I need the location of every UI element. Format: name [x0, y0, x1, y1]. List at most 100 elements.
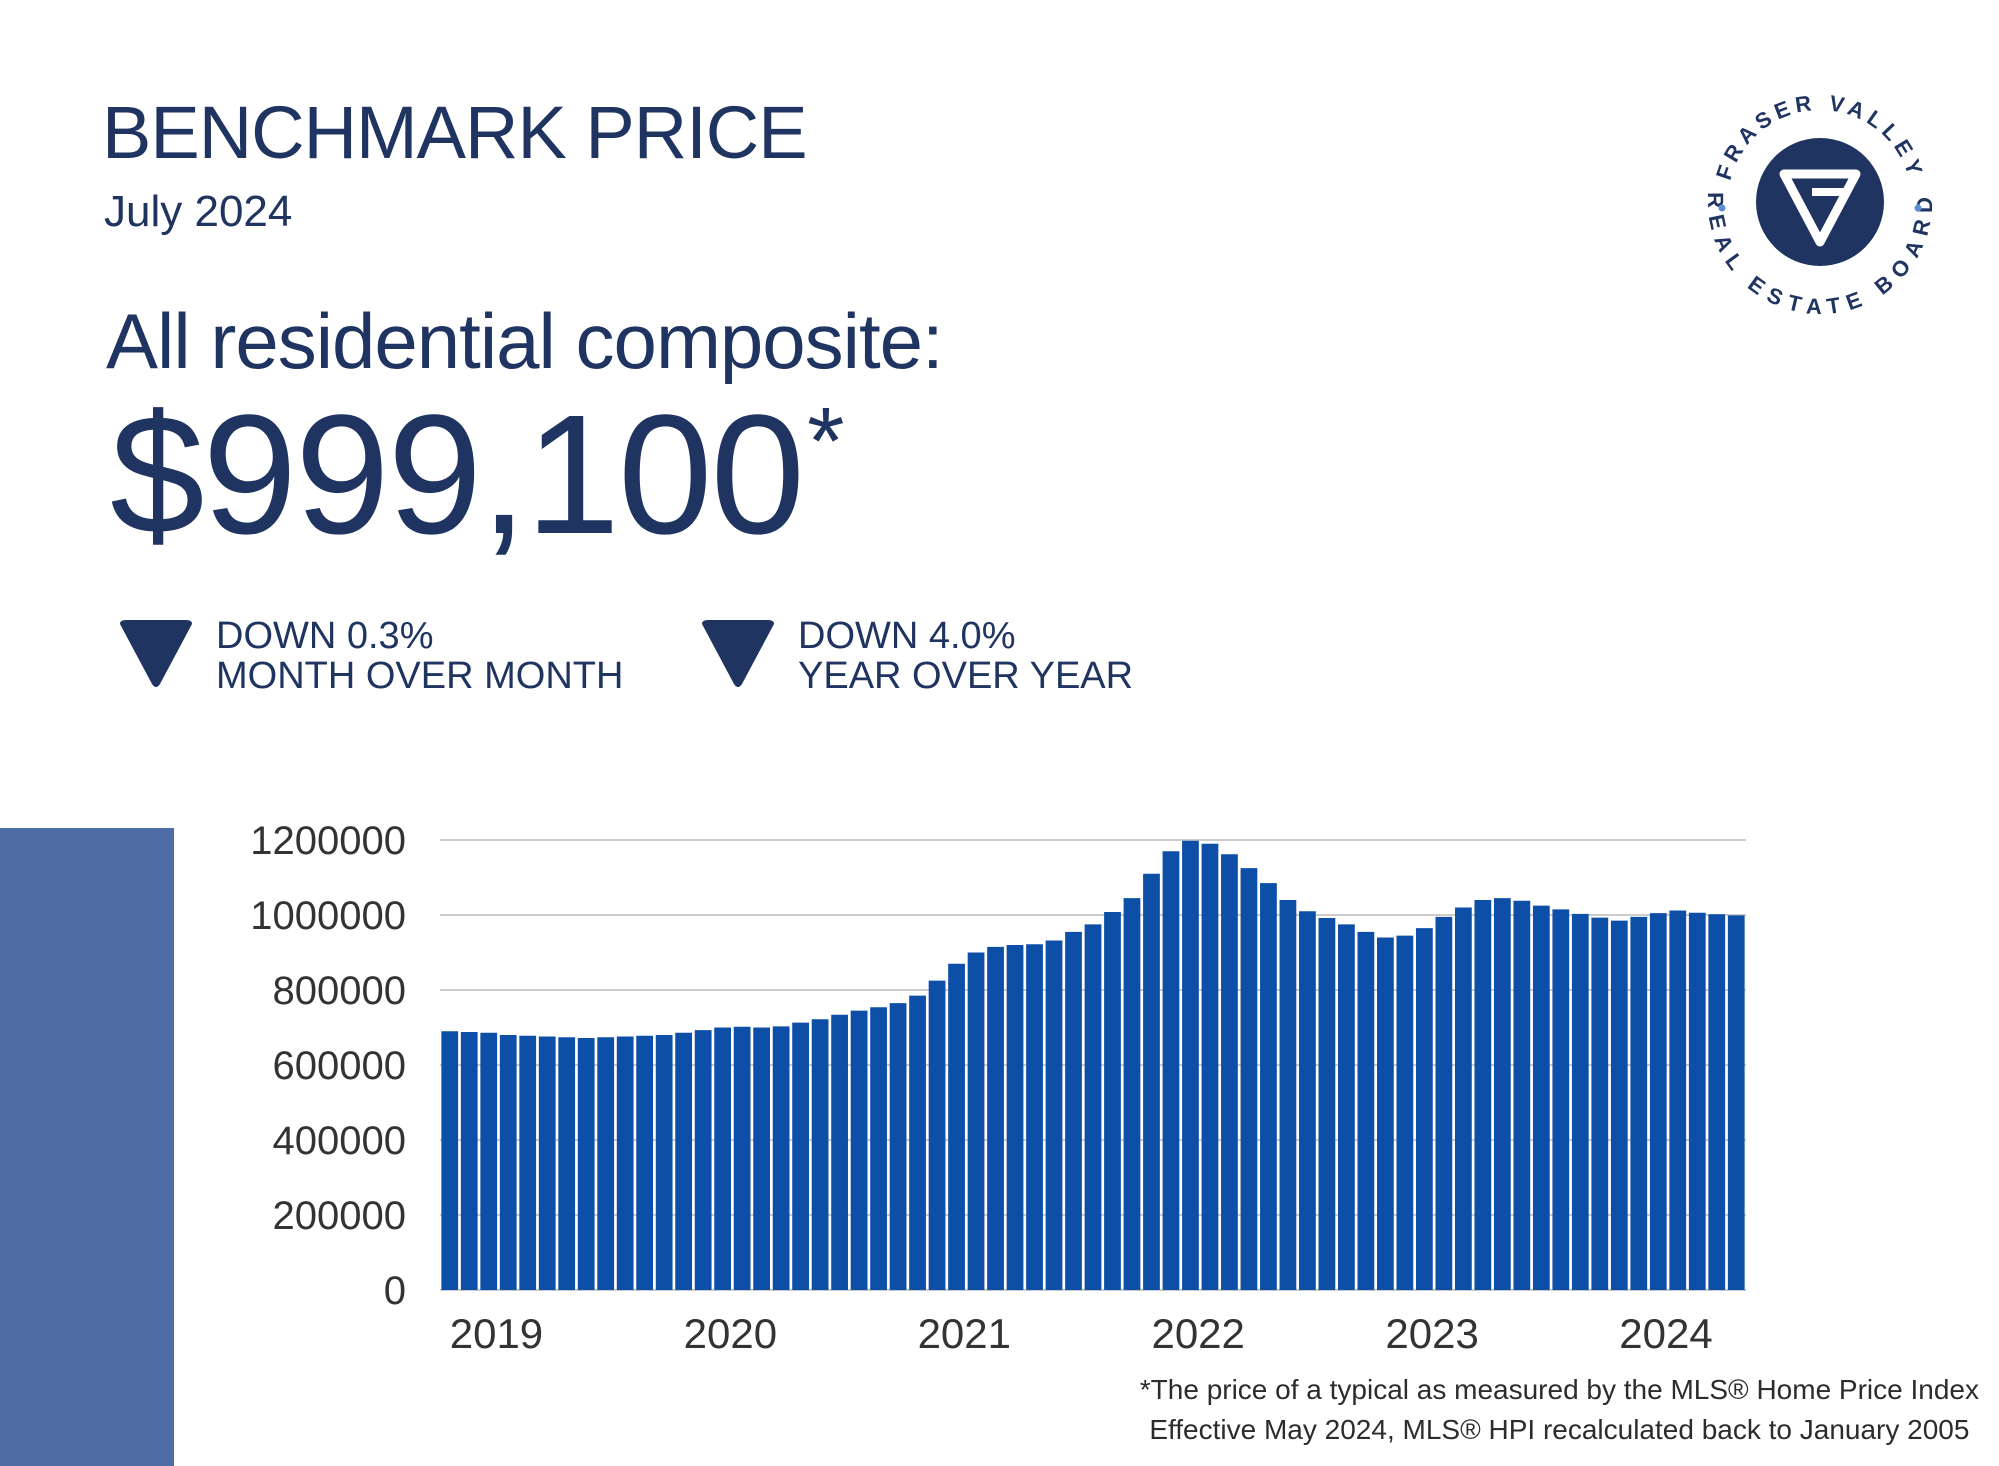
- logo-dot-left: [1718, 204, 1726, 212]
- bar: [1143, 873, 1160, 1290]
- bar: [1357, 931, 1375, 1291]
- bar: [987, 946, 1004, 1291]
- bar: [1649, 913, 1667, 1291]
- x-tick-label: 2020: [684, 1310, 777, 1357]
- x-tick-label: 2024: [1619, 1310, 1712, 1357]
- bar: [1338, 924, 1355, 1291]
- bar: [1630, 916, 1648, 1291]
- logo-v-mark: [1779, 169, 1861, 247]
- bar: [1610, 920, 1628, 1291]
- bar: [753, 1027, 771, 1290]
- benchmark-price-chart: 020000040000060000080000010000001200000 …: [250, 819, 1746, 1357]
- bar: [1221, 854, 1238, 1290]
- footnote-line-1: *The price of a typical as measured by t…: [1139, 1374, 1979, 1405]
- bar: [1552, 909, 1570, 1291]
- mom-change-label: MONTH OVER MONTH: [216, 655, 624, 697]
- y-tick-label: 600000: [273, 1044, 406, 1088]
- chart-y-ticks: 0 200000 400000 600000 800000 1000000 1200000: [250, 819, 406, 1313]
- page-title: BENCHMARK PRICE: [102, 91, 808, 174]
- bar: [948, 963, 965, 1290]
- bar: [1045, 940, 1063, 1290]
- bar: [850, 1010, 868, 1291]
- bar: [460, 1032, 478, 1290]
- bar: [909, 995, 926, 1291]
- price-block: $999,100*: [110, 390, 844, 560]
- bar: [1669, 910, 1687, 1290]
- bar: [831, 1014, 848, 1290]
- price-asterisk: *: [807, 388, 845, 495]
- bar: [889, 1003, 907, 1291]
- bar: [675, 1032, 693, 1290]
- down-triangle-icon: [120, 620, 192, 687]
- x-tick-label: 2021: [918, 1310, 1011, 1357]
- logo-dot-right: [1914, 204, 1922, 212]
- bar: [1591, 917, 1609, 1291]
- bar: [597, 1037, 615, 1290]
- bar: [1415, 928, 1433, 1291]
- benchmark-price: $999,100: [110, 380, 805, 570]
- bar: [967, 952, 985, 1290]
- bar: [519, 1035, 537, 1290]
- y-tick-label: 200000: [273, 1194, 406, 1238]
- footnote: *The price of a typical as measured by t…: [1140, 1370, 1979, 1450]
- y-tick-label: 400000: [273, 1119, 406, 1163]
- bar: [1396, 935, 1414, 1291]
- x-tick-label: 2019: [450, 1310, 543, 1357]
- bar: [538, 1036, 556, 1290]
- bar: [1708, 914, 1726, 1290]
- bar: [811, 1019, 829, 1290]
- bar: [792, 1022, 809, 1291]
- bar: [1299, 911, 1316, 1290]
- bar: [1065, 931, 1082, 1291]
- bar: [694, 1030, 712, 1291]
- bar: [1532, 905, 1550, 1291]
- fraser-valley-logo: FRASER VALLEY REAL ESTATE BOARD: [1703, 90, 1932, 320]
- bar: [1123, 898, 1141, 1291]
- bar: [1688, 912, 1706, 1290]
- bar: [772, 1026, 790, 1291]
- y-tick-label: 1000000: [250, 894, 406, 938]
- bar: [1435, 916, 1453, 1291]
- bar: [1571, 913, 1589, 1291]
- yoy-change-value: DOWN 4.0%: [798, 615, 1016, 657]
- bar: [636, 1035, 654, 1290]
- y-tick-label: 1200000: [250, 819, 406, 863]
- bar: [1201, 843, 1219, 1290]
- yoy-change-label: YEAR OVER YEAR: [798, 655, 1134, 697]
- bar: [1727, 915, 1745, 1290]
- bar: [1084, 924, 1102, 1291]
- bar: [1162, 851, 1180, 1290]
- bar: [577, 1038, 595, 1290]
- bar: [733, 1026, 751, 1290]
- bar: [1260, 883, 1277, 1291]
- bar: [1279, 900, 1297, 1290]
- bar: [1006, 945, 1024, 1290]
- bar: [616, 1036, 634, 1290]
- bar: [1026, 944, 1043, 1290]
- bar: [480, 1032, 498, 1290]
- y-tick-label: 800000: [273, 969, 406, 1013]
- bar: [1513, 900, 1531, 1290]
- mom-change-value: DOWN 0.3%: [216, 615, 434, 657]
- x-tick-label: 2022: [1151, 1310, 1244, 1357]
- bar: [1318, 918, 1336, 1290]
- month-over-month-change: DOWN 0.3% MONTH OVER MONTH: [116, 616, 623, 696]
- bar: [655, 1035, 673, 1290]
- chart-x-ticks: 2019 2020 2021 2022 2023 2024: [450, 1310, 1713, 1357]
- bar: [1104, 912, 1121, 1290]
- bar: [558, 1037, 576, 1290]
- bar: [870, 1007, 887, 1290]
- bar: [1454, 907, 1472, 1290]
- page-subtitle: July 2024: [104, 187, 293, 236]
- bar: [1240, 868, 1258, 1291]
- side-accent-bar: [0, 828, 174, 1466]
- composite-label: All residential composite:: [106, 297, 944, 385]
- bar: [1377, 937, 1394, 1290]
- bar: [928, 980, 946, 1291]
- logo-emblem-circle: [1756, 138, 1884, 266]
- bar: [1493, 898, 1511, 1291]
- bar: [1474, 900, 1492, 1290]
- down-triangle-icon: [702, 620, 774, 687]
- year-over-year-change: DOWN 4.0% YEAR OVER YEAR: [698, 616, 1133, 696]
- bar: [441, 1031, 459, 1290]
